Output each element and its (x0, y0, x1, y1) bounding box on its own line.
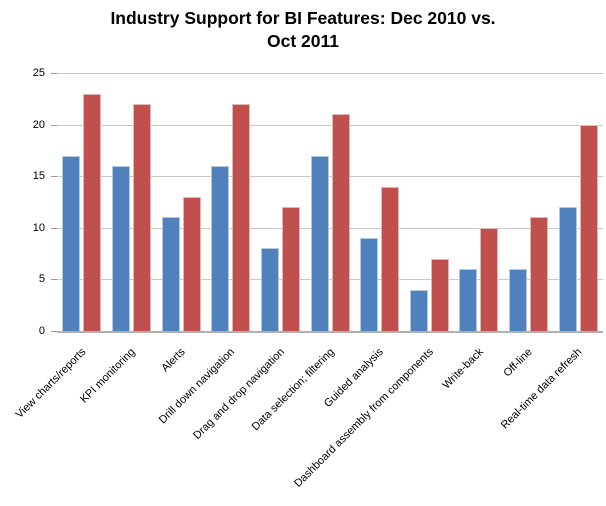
bar-series-1 (62, 155, 81, 331)
bar-series-2 (530, 217, 549, 331)
gridline (57, 124, 603, 126)
bar-series-2 (132, 103, 151, 331)
plot-area (57, 73, 603, 333)
gridline (57, 176, 603, 178)
bar-series-1 (558, 207, 577, 331)
y-tick-label: 15 (32, 170, 45, 183)
chart-title-line2: Oct 2011 (267, 31, 339, 51)
y-tick (51, 279, 57, 281)
bar-series-1 (310, 155, 329, 331)
bar-series-2 (381, 186, 400, 331)
y-tick (51, 124, 57, 126)
y-tick (51, 227, 57, 229)
x-axis-line (57, 331, 603, 333)
gridline (57, 279, 603, 281)
bar-series-1 (161, 217, 180, 331)
y-tick (51, 73, 57, 74)
gridline (57, 227, 603, 229)
bar-series-2 (331, 114, 350, 331)
x-tick-label: Write-back (439, 346, 486, 392)
y-tick-label: 5 (38, 273, 45, 286)
x-tick-label: View charts/reports (13, 346, 89, 421)
gridline (57, 73, 603, 74)
bar-series-1 (360, 238, 379, 331)
x-tick-label: Alerts (159, 346, 188, 375)
y-tick-label: 20 (32, 118, 45, 131)
y-tick (51, 331, 57, 332)
chart-title: Industry Support for BI Features: Dec 20… (0, 7, 606, 53)
bar-series-1 (111, 165, 130, 331)
x-tick-label: Data selection; filtering (249, 346, 337, 434)
chart-title-line1: Industry Support for BI Features: Dec 20… (110, 8, 496, 28)
bar-series-1 (409, 289, 428, 331)
bar-series-2 (430, 258, 449, 331)
y-tick-label: 25 (32, 67, 45, 79)
y-tick-label: 10 (32, 221, 45, 234)
bar-series-2 (281, 207, 300, 331)
bar-series-2 (232, 103, 251, 331)
bar-series-1 (260, 248, 279, 331)
bar-series-2 (182, 196, 201, 331)
y-tick (51, 176, 57, 178)
bar-series-1 (509, 269, 528, 331)
x-tick-label: Drag and drop navigation (191, 346, 287, 442)
x-tick-label: Off-line (501, 346, 536, 380)
y-tick-label: 0 (38, 325, 45, 337)
bar-series-1 (459, 269, 478, 331)
bar-series-2 (579, 124, 598, 331)
bar-series-2 (480, 227, 499, 331)
bar-series-1 (211, 165, 230, 331)
bar-series-2 (83, 93, 102, 331)
